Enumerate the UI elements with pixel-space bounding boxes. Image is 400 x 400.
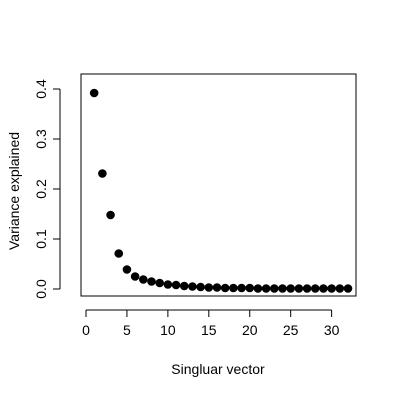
data-point <box>278 284 287 293</box>
data-point <box>237 283 246 293</box>
data-point <box>229 283 238 293</box>
data-point <box>319 284 328 293</box>
data-point <box>343 284 353 293</box>
data-point <box>310 284 320 293</box>
data-point <box>122 265 132 274</box>
data-point <box>196 282 205 292</box>
x-tick-label: 15 <box>201 322 217 338</box>
data-point <box>130 272 140 281</box>
data-point <box>220 283 230 293</box>
data-point <box>294 284 304 293</box>
x-tick-label: 0 <box>82 322 90 338</box>
y-tick-label: 0.2 <box>33 179 49 199</box>
data-point <box>188 282 197 291</box>
data-point <box>98 169 107 178</box>
data-point <box>327 284 336 293</box>
data-point <box>163 280 173 289</box>
y-tick-label: 0.0 <box>33 279 49 299</box>
x-axis-label: Singluar vector <box>171 361 265 377</box>
data-point <box>171 280 181 290</box>
x-tick-label: 20 <box>242 322 258 338</box>
x-tick-label: 25 <box>283 322 299 338</box>
y-tick-label: 0.3 <box>33 129 49 149</box>
data-point <box>106 210 115 220</box>
data-point <box>147 277 156 286</box>
data-point <box>212 283 222 292</box>
data-point <box>270 284 279 293</box>
data-point <box>302 284 312 293</box>
data-point <box>335 284 345 293</box>
y-tick-label: 0.4 <box>33 79 49 99</box>
data-point <box>245 283 255 293</box>
data-point <box>253 284 263 293</box>
data-point <box>179 281 189 291</box>
y-axis-label: Variance explained <box>6 132 22 250</box>
data-point <box>261 284 271 293</box>
data-point <box>204 283 214 292</box>
data-points <box>89 88 353 293</box>
data-point <box>114 249 124 258</box>
data-point <box>139 275 148 284</box>
x-tick-label: 30 <box>324 322 340 338</box>
x-axis: 0 5 10 15 20 25 30 <box>82 309 340 338</box>
data-point <box>155 278 164 288</box>
x-tick-label: 5 <box>123 322 131 338</box>
y-axis: 0.0 0.1 0.2 0.3 0.4 <box>33 79 61 299</box>
x-tick-label: 10 <box>160 322 176 338</box>
data-point <box>286 284 295 293</box>
data-point <box>89 88 99 98</box>
plot-box <box>80 73 357 297</box>
y-tick-label: 0.1 <box>33 229 49 249</box>
